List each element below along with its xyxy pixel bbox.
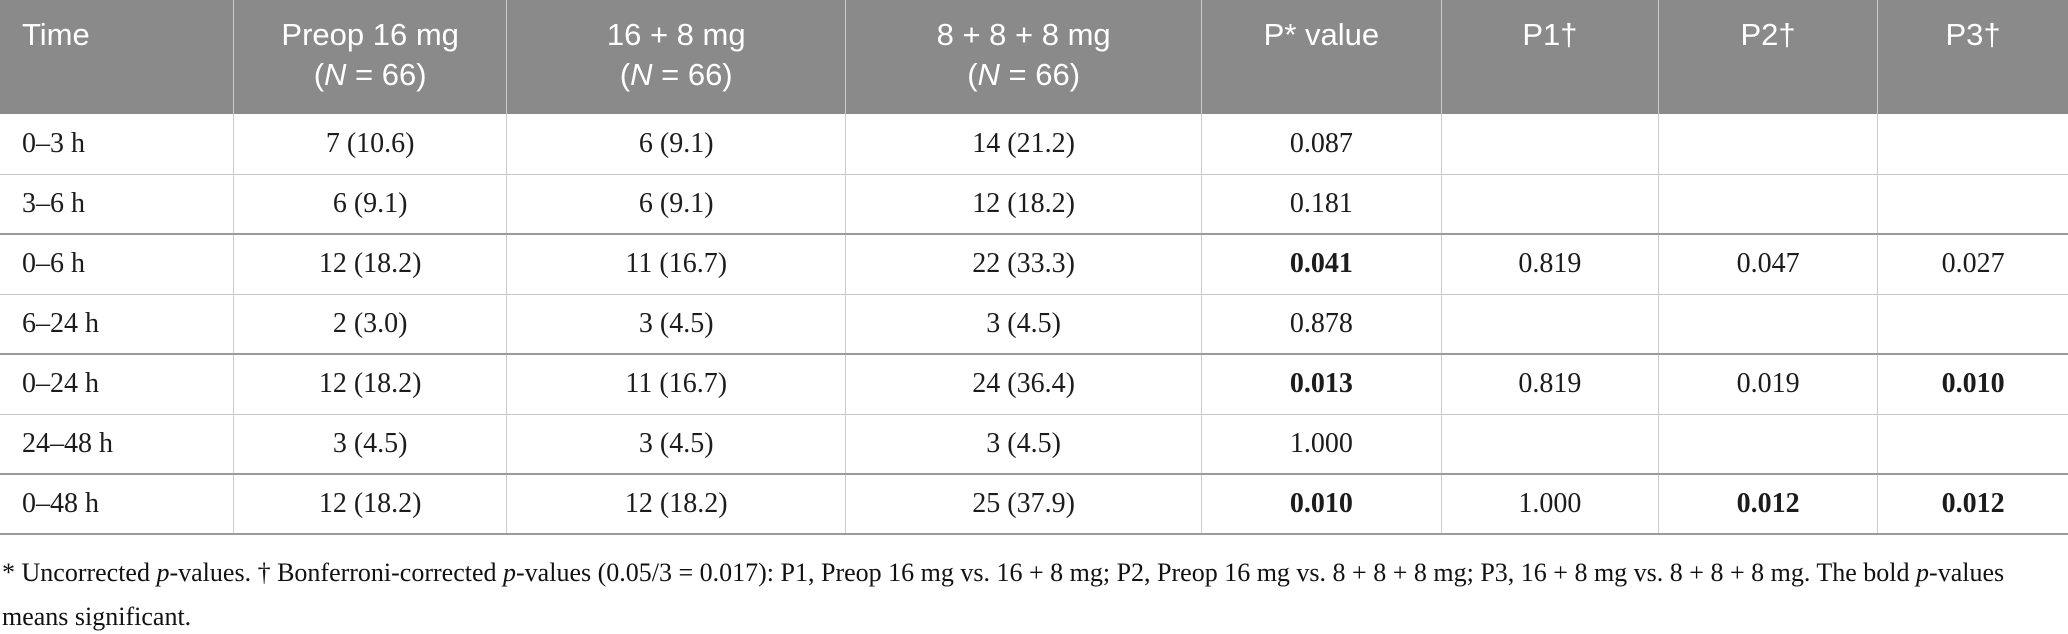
col-header-label: P2† <box>1740 17 1796 52</box>
cell-p-value <box>1877 293 2068 354</box>
cell-p-value <box>1440 413 1659 474</box>
cell-p-value: 0.878 <box>1200 293 1442 354</box>
cell-count: 6 (9.1) <box>506 173 846 234</box>
col-header-p1: P1† <box>1440 0 1659 114</box>
cell-count: 3 (4.5) <box>506 293 846 354</box>
col-header-label: P1† <box>1522 17 1578 52</box>
cell-count: 12 (18.2) <box>233 353 507 414</box>
cell-p-value: 0.010 <box>1877 353 2068 414</box>
cell-time: 0–6 h <box>0 233 234 294</box>
cell-count: 3 (4.5) <box>233 413 507 474</box>
cell-p-value <box>1877 114 2068 174</box>
cell-count: 24 (36.4) <box>845 353 1202 414</box>
col-header-time: Time <box>0 0 234 114</box>
cell-p-value: 0.181 <box>1200 173 1442 234</box>
cell-p-value <box>1440 114 1659 174</box>
header-row: Time Preop 16 mg (N = 66) 16 + 8 mg (N =… <box>0 0 2068 114</box>
cell-count: 12 (18.2) <box>506 473 846 535</box>
footnote: * Uncorrected p-values. † Bonferroni-cor… <box>2 558 2005 631</box>
cell-p-value: 0.041 <box>1200 233 1442 294</box>
results-table: Time Preop 16 mg (N = 66) 16 + 8 mg (N =… <box>0 0 2068 535</box>
cell-p-value: 0.819 <box>1440 353 1659 414</box>
cell-p-value: 0.819 <box>1440 233 1659 294</box>
table-row: 0–24 h 12 (18.2) 11 (16.7) 24 (36.4) 0.013 0.… <box>0 353 2068 414</box>
col-header-label: P* value <box>1263 17 1380 52</box>
col-header-sublabel: (N = 66) <box>967 57 1081 92</box>
cell-p-value <box>1657 413 1878 474</box>
col-header-preop-16: Preop 16 mg (N = 66) <box>233 0 507 114</box>
col-header-p2: P2† <box>1657 0 1878 114</box>
col-header-sublabel: (N = 66) <box>619 57 733 92</box>
col-header-label: Time <box>22 17 90 52</box>
cell-time: 24–48 h <box>0 413 234 474</box>
col-header-p-value: P* value <box>1200 0 1442 114</box>
cell-p-value <box>1657 114 1878 174</box>
table-row: 0–6 h 12 (18.2) 11 (16.7) 22 (33.3) 0.041 0.8… <box>0 233 2068 294</box>
table-row: 0–48 h 12 (18.2) 12 (18.2) 25 (37.9) 0.010 1.… <box>0 473 2068 535</box>
cell-p-value: 0.087 <box>1200 114 1442 174</box>
cell-count: 6 (9.1) <box>506 114 846 174</box>
cell-count: 22 (33.3) <box>845 233 1202 294</box>
cell-time: 6–24 h <box>0 293 234 354</box>
cell-count: 25 (37.9) <box>845 473 1202 535</box>
col-header-sublabel: (N = 66) <box>313 57 427 92</box>
cell-p-value <box>1440 173 1659 234</box>
cell-count: 3 (4.5) <box>845 293 1202 354</box>
cell-count: 3 (4.5) <box>506 413 846 474</box>
cell-time: 0–48 h <box>0 473 234 535</box>
cell-count: 14 (21.2) <box>845 114 1202 174</box>
col-header-label: P3† <box>1945 17 2001 52</box>
cell-count: 12 (18.2) <box>233 233 507 294</box>
col-header-label: 16 + 8 mg <box>606 17 746 52</box>
col-header-16-8: 16 + 8 mg (N = 66) <box>506 0 846 114</box>
cell-count: 7 (10.6) <box>233 114 507 174</box>
cell-p-value <box>1657 173 1878 234</box>
cell-p-value: 0.012 <box>1877 473 2068 535</box>
cell-count: 11 (16.7) <box>506 233 846 294</box>
col-header-label: Preop 16 mg <box>281 17 459 52</box>
cell-p-value: 1.000 <box>1440 473 1659 535</box>
cell-p-value <box>1657 293 1878 354</box>
cell-p-value: 0.027 <box>1877 233 2068 294</box>
cell-p-value: 1.000 <box>1200 413 1442 474</box>
cell-time: 3–6 h <box>0 173 234 234</box>
cell-p-value: 0.010 <box>1200 473 1442 535</box>
cell-p-value: 0.047 <box>1657 233 1878 294</box>
cell-p-value <box>1877 173 2068 234</box>
table-header: Time Preop 16 mg (N = 66) 16 + 8 mg (N =… <box>0 0 2068 114</box>
cell-p-value: 0.013 <box>1200 353 1442 414</box>
col-header-p3: P3† <box>1877 0 2068 114</box>
cell-p-value: 0.019 <box>1657 353 1878 414</box>
cell-count: 12 (18.2) <box>845 173 1202 234</box>
col-header-8-8-8: 8 + 8 + 8 mg (N = 66) <box>845 0 1202 114</box>
cell-count: 6 (9.1) <box>233 173 507 234</box>
cell-time: 0–3 h <box>0 114 234 174</box>
cell-count: 2 (3.0) <box>233 293 507 354</box>
cell-count: 11 (16.7) <box>506 353 846 414</box>
col-header-label: 8 + 8 + 8 mg <box>936 17 1111 52</box>
cell-time: 0–24 h <box>0 353 234 414</box>
cell-count: 12 (18.2) <box>233 473 507 535</box>
cell-p-value <box>1877 413 2068 474</box>
cell-count: 3 (4.5) <box>845 413 1202 474</box>
cell-p-value: 0.012 <box>1657 473 1878 535</box>
cell-p-value <box>1440 293 1659 354</box>
